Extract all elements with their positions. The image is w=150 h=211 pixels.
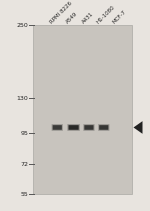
Text: 95: 95 [21, 131, 28, 136]
Text: 55: 55 [21, 192, 28, 197]
FancyBboxPatch shape [52, 124, 63, 131]
FancyBboxPatch shape [69, 125, 79, 130]
Bar [33, 25, 132, 194]
FancyBboxPatch shape [53, 125, 62, 130]
FancyBboxPatch shape [98, 124, 110, 131]
Text: 72: 72 [21, 162, 28, 167]
Text: H1-1080: H1-1080 [96, 4, 116, 24]
Text: A431: A431 [81, 11, 94, 24]
Text: RPMI 8226: RPMI 8226 [49, 0, 73, 24]
Polygon shape [134, 121, 142, 134]
Text: MCF-7: MCF-7 [112, 9, 127, 24]
Text: 250: 250 [17, 23, 28, 28]
FancyBboxPatch shape [84, 125, 94, 130]
Text: A549: A549 [65, 11, 79, 24]
Text: 130: 130 [17, 96, 28, 101]
FancyBboxPatch shape [83, 124, 95, 131]
FancyBboxPatch shape [67, 124, 80, 131]
FancyBboxPatch shape [99, 125, 108, 130]
